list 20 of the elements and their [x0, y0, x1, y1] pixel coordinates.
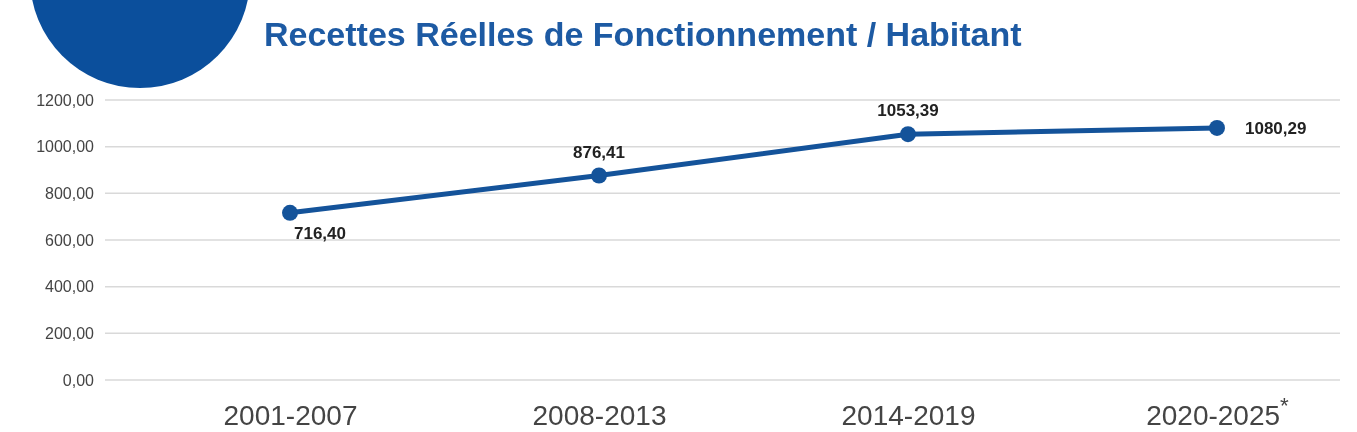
chart-title: Recettes Réelles de Fonctionnement / Habitant: [264, 15, 1022, 53]
x-tick-label: 2008-2013: [532, 400, 667, 431]
x-tick-label: 2020-2025$^{*}$: [1146, 392, 1290, 431]
y-tick-label: 800,00: [45, 184, 95, 202]
point: [1209, 119, 1225, 136]
y-tick-label: 0,00: [62, 371, 95, 389]
point: [591, 167, 607, 184]
y-tick-label: 600,00: [45, 231, 95, 249]
y-tick-label: 400,00: [45, 278, 95, 296]
text: 876,41: [573, 142, 625, 162]
text: 1080,29: [1245, 118, 1307, 138]
point: [282, 204, 298, 221]
y-tick-label: 1200,00: [36, 91, 95, 109]
y-tick-label: 1000,00: [36, 138, 95, 156]
point: [900, 126, 916, 143]
text: 716,40: [294, 223, 346, 243]
text: 1053,39: [877, 101, 939, 121]
x-tick-label: 2001-2007: [223, 400, 358, 431]
x-tick-label: 2014-2019: [841, 400, 976, 431]
y-tick-label: 200,00: [45, 324, 95, 342]
